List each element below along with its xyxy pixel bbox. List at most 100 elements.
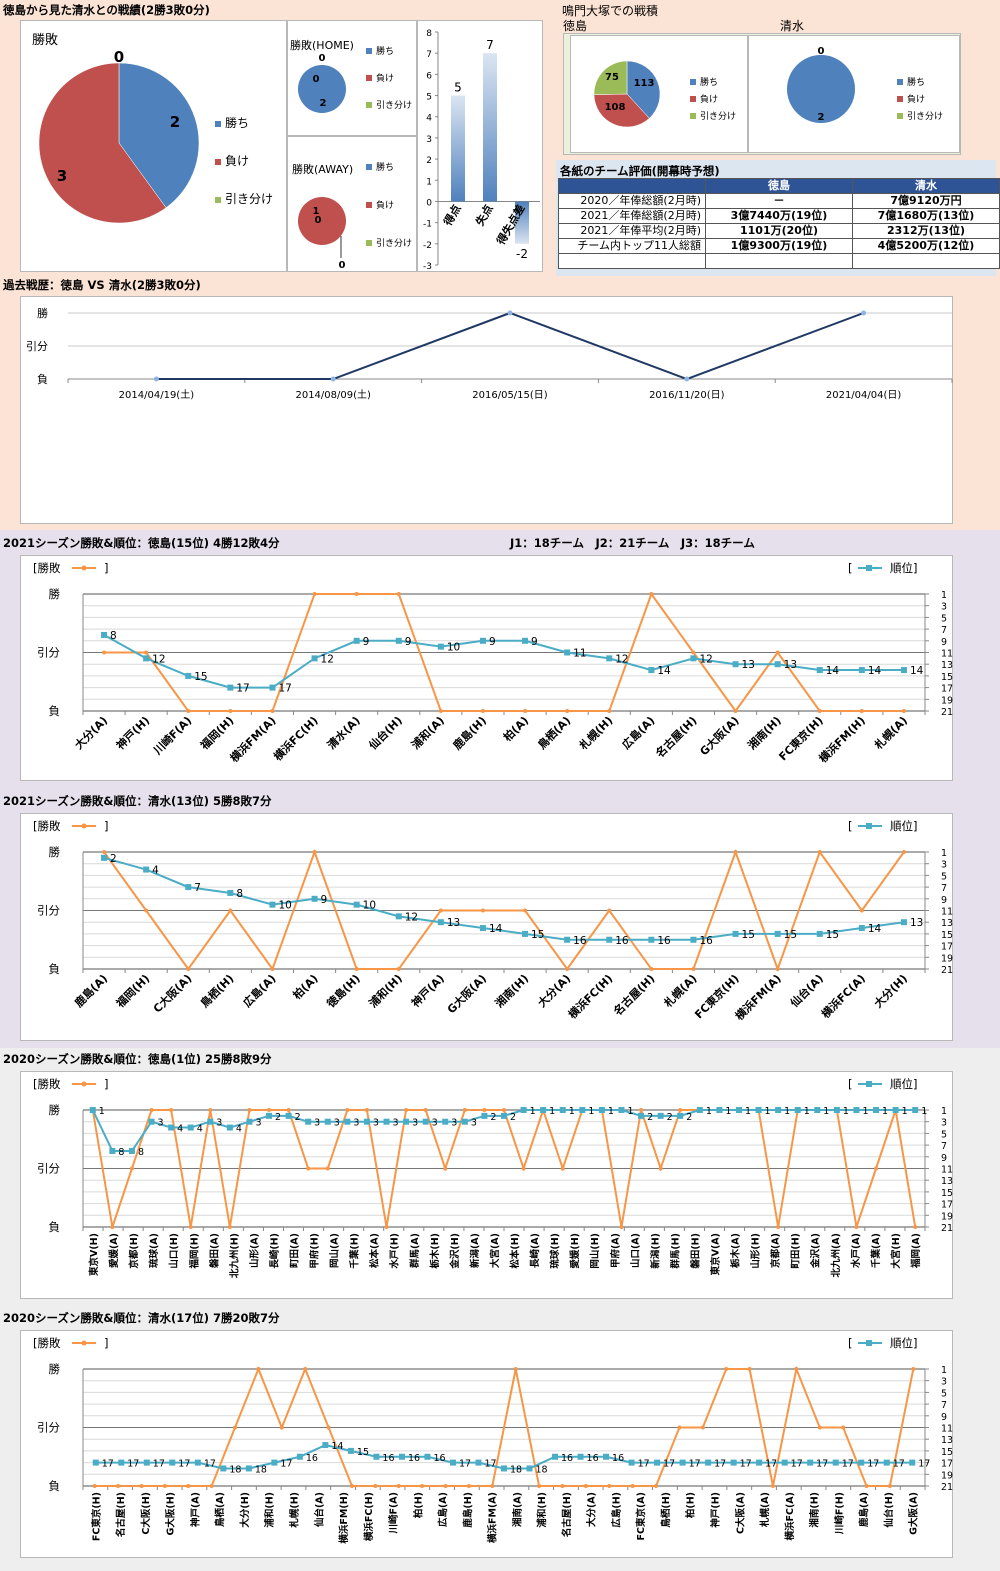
rank-value-label: 2 <box>295 1112 301 1123</box>
x-tick-label: 福岡(H) <box>188 1233 200 1270</box>
rank-value-label: 18 <box>255 1464 267 1475</box>
result-point <box>330 376 336 382</box>
pie-value-label: 2 <box>320 98 327 109</box>
pie-slice-勝ち <box>298 65 346 113</box>
rank-point <box>732 930 739 937</box>
x-tick-label: 北九州(A) <box>830 1233 842 1278</box>
result-point <box>364 1108 369 1112</box>
x-tick-label: 鹿島(H) <box>450 713 489 752</box>
bar-y-tick: 7 <box>426 50 432 60</box>
rank-point <box>187 1124 194 1131</box>
rank-point <box>526 1465 533 1472</box>
rank-tick-label: 5 <box>941 1388 947 1399</box>
result-point <box>607 709 612 713</box>
x-tick-label: 水戸(A) <box>850 1233 862 1268</box>
bar-category-label: 失点 <box>472 202 495 228</box>
rank-point <box>618 1107 625 1113</box>
rank-value-label: 2 <box>490 1112 496 1123</box>
rank-value-label: 1 <box>706 1106 712 1117</box>
pie-value-label: 0 <box>114 48 124 66</box>
rank-point <box>128 1147 135 1154</box>
x-tick-label: 横浜FC(H) <box>363 1492 375 1541</box>
rank-point <box>858 667 865 674</box>
rank-legend-open: [ <box>848 561 853 575</box>
result-point <box>110 1225 115 1229</box>
x-tick-label: 松本(A) <box>369 1233 381 1268</box>
rank-value-label: 18 <box>229 1464 241 1475</box>
result-point <box>859 908 864 913</box>
result-point <box>654 1484 659 1488</box>
x-tick-label: 千葉(H) <box>349 1233 361 1269</box>
rank-value-label: 13 <box>910 917 923 929</box>
x-tick-label: 東京V(A) <box>710 1233 722 1276</box>
rank-value-label: 14 <box>826 665 840 677</box>
result-point <box>373 1484 378 1488</box>
rank-tick-label: 7 <box>941 625 947 636</box>
result-line <box>104 591 904 713</box>
rank-tick-label: 3 <box>941 860 947 871</box>
result-point <box>480 908 485 913</box>
bar-y-tick: -1 <box>423 220 432 230</box>
rank-point <box>347 1447 354 1454</box>
result-point <box>286 1108 291 1112</box>
bar-y-tick: 0 <box>426 198 432 208</box>
x-tick-label: 横浜FM(A) <box>227 713 279 765</box>
x-tick-label: 横浜FC(A) <box>818 971 868 1021</box>
past-title: 過去戦歴：徳島 VS 清水(2勝3敗0分) <box>3 278 201 292</box>
rank-value-label: 3 <box>373 1118 379 1129</box>
eval-table: 徳島 清水 2020／年俸総額(2月時) － 7億9120万円 2021／年俸総額(2… <box>558 178 1000 269</box>
pie-value-label: 0 <box>818 46 825 57</box>
rank-point <box>89 1107 96 1113</box>
rank-point <box>475 1459 482 1466</box>
legend-swatch <box>690 113 696 119</box>
result-point <box>102 650 107 655</box>
x-tick-label: 山形(A) <box>248 1233 260 1268</box>
rank-value-label: 17 <box>153 1459 165 1470</box>
rank-point <box>755 1107 762 1113</box>
result-point <box>700 1425 705 1430</box>
naruto-shimizu-label: 清水 <box>780 19 805 33</box>
rank-point <box>168 1124 175 1131</box>
rank-point <box>756 1459 763 1466</box>
rank-value-label: 11 <box>573 648 586 660</box>
y-category-label: 勝 <box>49 1362 61 1376</box>
rank-tick-label: 17 <box>941 684 953 695</box>
legend-label: 引き分け <box>700 111 736 122</box>
rank-value-label: 14 <box>868 923 882 935</box>
rank-value-label: 4 <box>236 1124 242 1135</box>
legend-swatch <box>366 48 372 54</box>
pie-value-label: 3 <box>57 167 67 185</box>
result-legend-label: [勝敗 <box>33 819 61 833</box>
rank-point <box>564 936 571 943</box>
rank-value-label: 17 <box>918 1459 930 1470</box>
rank-tick-label: 1 <box>941 590 947 601</box>
result-point <box>186 709 191 713</box>
bar-y-tick: 6 <box>426 71 432 81</box>
legend-label: 負け <box>376 199 394 211</box>
rank-tick-label: 9 <box>941 895 947 906</box>
x-tick-label: 横浜FM(A) <box>732 971 784 1023</box>
x-tick-label: 名古屋(H) <box>611 971 658 1018</box>
rank-value-label: 9 <box>489 636 496 648</box>
pie-value-label: 0 <box>339 260 346 271</box>
x-tick-label: 大分(H) <box>239 1492 251 1528</box>
rank-legend-marker <box>866 823 872 829</box>
rank-point <box>353 901 360 908</box>
rank-value-label: 1 <box>862 1106 868 1117</box>
pie-slice-負け <box>38 62 167 224</box>
rank-point <box>781 1459 788 1466</box>
result-point <box>911 1367 916 1371</box>
rank-tick-label: 11 <box>941 1424 953 1435</box>
result-point <box>776 1225 781 1229</box>
y-category-label: 引分 <box>37 1421 60 1435</box>
x-tick-label: 栃木(H) <box>429 1233 441 1269</box>
legend-swatch <box>897 79 903 85</box>
legend-label: 引き分け <box>376 100 412 111</box>
rank-value-label: 17 <box>204 1459 216 1470</box>
pie-slice-勝ち <box>626 60 661 119</box>
past-line-panel <box>20 296 953 524</box>
result-point <box>854 1225 859 1229</box>
naruto-title: 鳴門大塚での戦積 <box>562 4 659 18</box>
rank-point <box>220 1465 227 1472</box>
x-tick-label: 2016/05/15(日) <box>472 390 548 401</box>
